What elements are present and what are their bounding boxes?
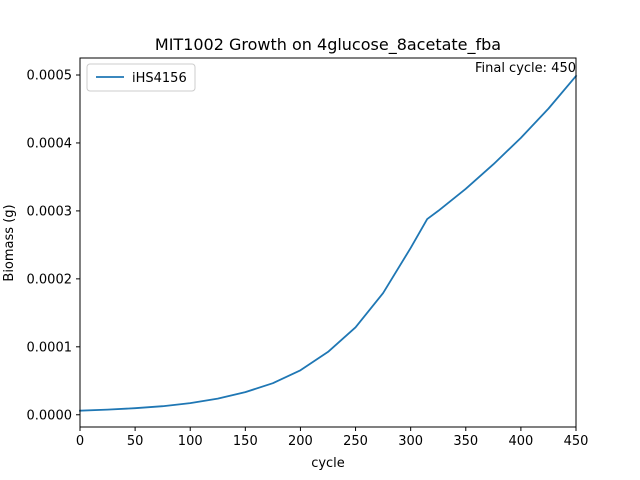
legend: iHS4156 xyxy=(86,63,196,92)
x-tick-label: 0 xyxy=(76,434,84,449)
x-axis-label: cycle xyxy=(311,456,345,471)
plot-area xyxy=(79,57,578,428)
final-cycle-annotation: Final cycle: 450 xyxy=(475,61,576,76)
y-axis: 0.0000 0.0001 0.0002 0.0003 0.0004 0.0005 xyxy=(27,68,80,423)
x-tick-label: 250 xyxy=(343,434,368,449)
x-axis: 0 50 100 150 200 250 300 350 400 450 xyxy=(76,427,589,449)
y-tick-label: 0.0005 xyxy=(27,68,73,83)
y-tick-label: 0.0004 xyxy=(27,136,73,151)
x-tick-label: 400 xyxy=(508,434,533,449)
y-tick-label: 0.0000 xyxy=(27,408,73,423)
series-line-0 xyxy=(79,74,578,412)
y-tick-label: 0.0002 xyxy=(27,272,73,287)
x-tick-label: 300 xyxy=(398,434,423,449)
axes-frame xyxy=(79,57,577,428)
x-tick-label: 450 xyxy=(564,434,589,449)
y-axis-label: Biomass (g) xyxy=(2,204,17,281)
x-tick-label: 100 xyxy=(178,434,203,449)
x-tick-label: 200 xyxy=(288,434,313,449)
x-tick-label: 150 xyxy=(233,434,258,449)
y-tick-label: 0.0001 xyxy=(27,340,73,355)
x-tick-label: 350 xyxy=(453,434,478,449)
legend-label-ihs4156: iHS4156 xyxy=(132,71,187,86)
chart-title: MIT1002 Growth on 4glucose_8acetate_fba xyxy=(155,35,501,55)
x-tick-label: 50 xyxy=(127,434,144,449)
legend-box xyxy=(86,63,196,92)
y-tick-label: 0.0003 xyxy=(27,204,73,219)
